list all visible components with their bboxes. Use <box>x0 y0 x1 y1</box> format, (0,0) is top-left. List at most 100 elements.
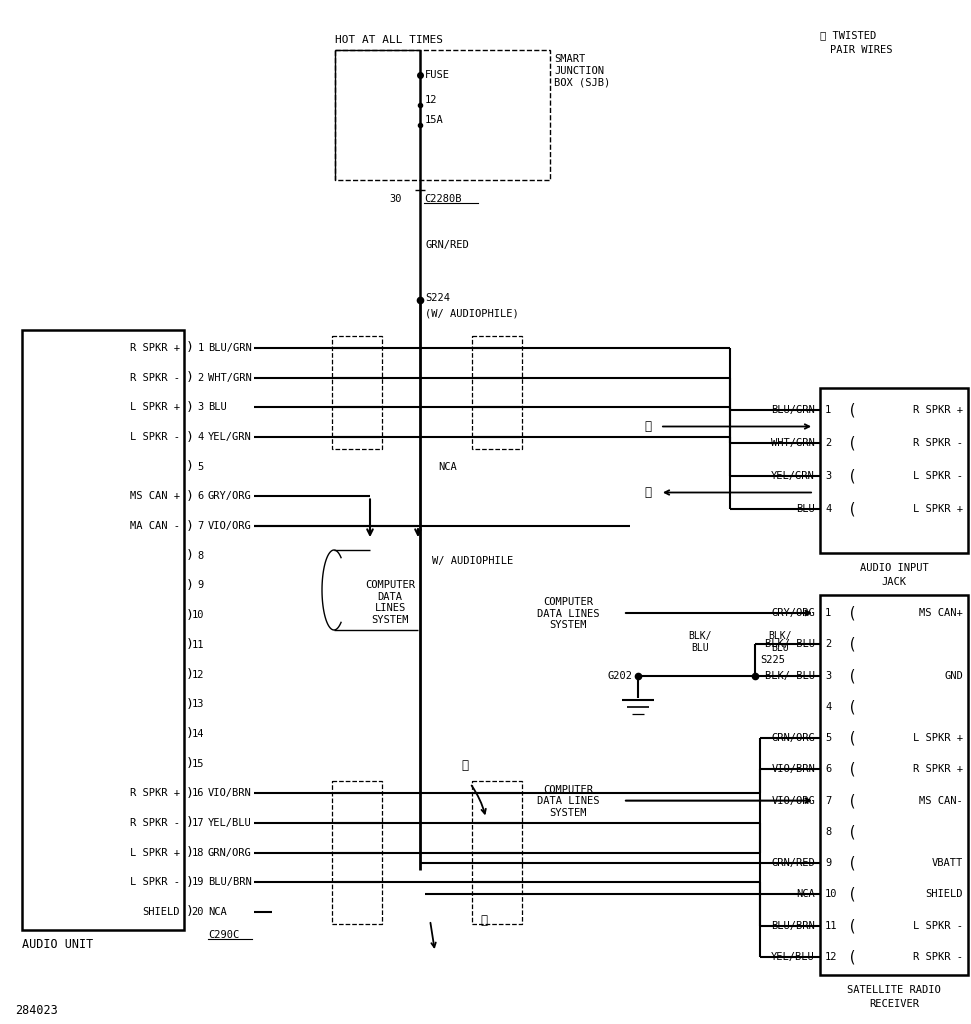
Text: 10: 10 <box>825 890 838 899</box>
Text: 4: 4 <box>825 504 831 514</box>
Text: 2: 2 <box>198 373 204 383</box>
Text: 15: 15 <box>191 759 204 769</box>
Text: C2280B: C2280B <box>424 194 461 204</box>
Text: ): ) <box>186 489 194 503</box>
Text: 6: 6 <box>198 492 204 502</box>
Text: VBATT: VBATT <box>932 858 963 868</box>
Text: AUDIO UNIT: AUDIO UNIT <box>22 938 93 950</box>
Text: 11: 11 <box>825 921 838 931</box>
Text: ): ) <box>186 816 194 829</box>
Text: ①: ① <box>481 913 487 927</box>
Text: 6: 6 <box>825 764 831 774</box>
Text: ): ) <box>186 608 194 622</box>
Text: (: ( <box>848 856 856 870</box>
Bar <box>332 781 382 924</box>
Text: L SPKR -: L SPKR - <box>130 432 180 442</box>
Text: S224: S224 <box>425 293 450 303</box>
Text: COMPUTER
DATA
LINES
SYSTEM: COMPUTER DATA LINES SYSTEM <box>365 580 415 625</box>
Text: 13: 13 <box>191 699 204 710</box>
Text: 12: 12 <box>191 670 204 680</box>
Text: 19: 19 <box>191 878 204 888</box>
Text: VIO/BRN: VIO/BRN <box>208 788 251 799</box>
Text: L SPKR +: L SPKR + <box>130 402 180 413</box>
Text: 10: 10 <box>191 610 204 621</box>
Text: BLU: BLU <box>796 504 815 514</box>
Text: ): ) <box>186 638 194 651</box>
Text: SHIELD: SHIELD <box>925 890 963 899</box>
Text: COMPUTER
DATA LINES
SYSTEM: COMPUTER DATA LINES SYSTEM <box>537 784 599 818</box>
Text: FUSE: FUSE <box>425 70 450 80</box>
Bar <box>820 388 968 553</box>
Text: L SPKR +: L SPKR + <box>913 504 963 514</box>
Text: MS CAN +: MS CAN + <box>130 492 180 502</box>
Bar <box>332 336 382 450</box>
Text: VIO/ORG: VIO/ORG <box>771 796 815 806</box>
Text: PAIR WIRES: PAIR WIRES <box>830 45 892 55</box>
Text: GRN/RED: GRN/RED <box>771 858 815 868</box>
Text: ): ) <box>186 905 194 919</box>
Text: ): ) <box>186 876 194 889</box>
Text: ①: ① <box>461 759 469 772</box>
Text: BLU/BRN: BLU/BRN <box>771 921 815 931</box>
Text: ): ) <box>186 430 194 443</box>
Text: 8: 8 <box>198 551 204 561</box>
Text: 1: 1 <box>825 406 831 415</box>
Text: WHT/GRN: WHT/GRN <box>771 438 815 449</box>
Text: R SPKR -: R SPKR - <box>130 818 180 828</box>
Text: G202: G202 <box>608 671 633 681</box>
Text: MA CAN -: MA CAN - <box>130 521 180 531</box>
Text: 17: 17 <box>191 818 204 828</box>
Text: ): ) <box>186 846 194 859</box>
Text: 5: 5 <box>825 733 831 743</box>
Text: GRN/ORG: GRN/ORG <box>208 848 251 858</box>
Text: S225: S225 <box>760 655 785 665</box>
Text: (: ( <box>848 435 856 451</box>
Text: 20: 20 <box>191 907 204 918</box>
Text: BLU/BRN: BLU/BRN <box>208 878 251 888</box>
Text: 4: 4 <box>198 432 204 442</box>
Text: ): ) <box>186 460 194 473</box>
Text: R SPKR -: R SPKR - <box>913 952 963 962</box>
Text: 30: 30 <box>389 194 402 204</box>
Text: BLK/ BLU: BLK/ BLU <box>765 671 815 681</box>
Text: 18: 18 <box>191 848 204 858</box>
Text: (: ( <box>848 605 856 621</box>
Text: (W/ AUDIOPHILE): (W/ AUDIOPHILE) <box>425 308 519 318</box>
Text: 4: 4 <box>825 701 831 712</box>
Text: R SPKR +: R SPKR + <box>913 406 963 415</box>
Text: WHT/GRN: WHT/GRN <box>208 373 251 383</box>
Text: 5: 5 <box>198 462 204 472</box>
Text: GND: GND <box>944 671 963 681</box>
Text: ): ) <box>186 727 194 740</box>
Text: 11: 11 <box>191 640 204 650</box>
Text: (: ( <box>848 668 856 683</box>
Text: GRN/ORG: GRN/ORG <box>771 733 815 743</box>
Text: 284023: 284023 <box>15 1004 57 1017</box>
Text: COMPUTER
DATA LINES
SYSTEM: COMPUTER DATA LINES SYSTEM <box>537 597 599 630</box>
Text: GRN/RED: GRN/RED <box>426 240 470 250</box>
Text: ): ) <box>186 579 194 592</box>
Text: L SPKR -: L SPKR - <box>913 471 963 481</box>
Text: VIO/BRN: VIO/BRN <box>771 764 815 774</box>
Text: 2: 2 <box>825 438 831 449</box>
Text: 15A: 15A <box>425 115 444 125</box>
Text: R SPKR +: R SPKR + <box>913 764 963 774</box>
Text: ): ) <box>186 400 194 414</box>
Text: L SPKR -: L SPKR - <box>913 921 963 931</box>
Text: NCA: NCA <box>796 890 815 899</box>
Text: 14: 14 <box>191 729 204 739</box>
Text: ①: ① <box>645 420 652 433</box>
Text: 12: 12 <box>425 95 438 105</box>
Text: (: ( <box>848 887 856 902</box>
Text: SATELLITE RADIO: SATELLITE RADIO <box>847 985 941 995</box>
Text: ①: ① <box>645 486 652 499</box>
Text: GRY/ORG: GRY/ORG <box>208 492 251 502</box>
Text: L SPKR +: L SPKR + <box>913 733 963 743</box>
Text: R SPKR +: R SPKR + <box>130 788 180 799</box>
Text: YEL/GRN: YEL/GRN <box>208 432 251 442</box>
Text: 3: 3 <box>198 402 204 413</box>
Text: R SPKR -: R SPKR - <box>913 438 963 449</box>
Text: YEL/BLU: YEL/BLU <box>208 818 251 828</box>
Bar <box>472 781 522 924</box>
Text: 9: 9 <box>198 581 204 591</box>
